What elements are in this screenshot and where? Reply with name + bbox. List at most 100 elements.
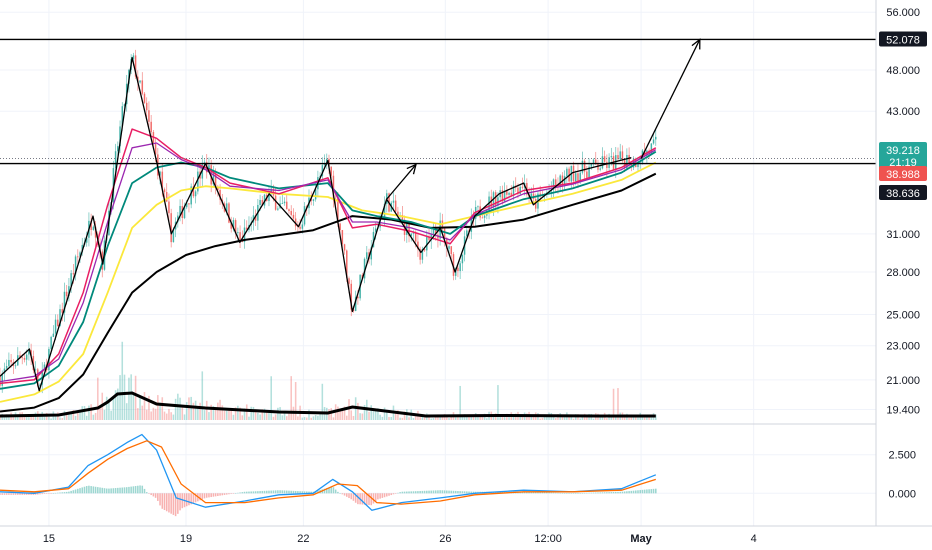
histogram-bar	[468, 491, 470, 494]
histogram-bar	[1, 493, 4, 495]
candle-body	[161, 171, 164, 190]
volume-bar	[25, 417, 28, 420]
candle-body	[414, 232, 417, 242]
volume-bar	[363, 404, 366, 420]
candle-body	[19, 355, 21, 358]
volume-bar	[183, 414, 186, 420]
ma-line-1	[0, 161, 657, 403]
candle-body	[412, 232, 415, 234]
volume-bar	[312, 416, 315, 420]
candle-body	[408, 223, 410, 237]
volume-bar	[192, 402, 195, 420]
volume-bar	[81, 406, 84, 420]
histogram-bar	[563, 493, 566, 494]
volume-bar	[108, 401, 110, 420]
candle-body	[466, 230, 468, 237]
candle-body	[419, 249, 421, 260]
time-tick-label-2: 22	[297, 533, 309, 545]
candle-body	[346, 250, 348, 279]
histogram-bar	[470, 491, 473, 494]
histogram-bar	[379, 493, 381, 499]
candle-body	[343, 244, 346, 251]
volume-bar	[110, 410, 112, 420]
histogram-bar	[474, 491, 477, 494]
histogram-bar	[406, 491, 408, 494]
histogram-bar	[366, 493, 368, 505]
histogram-bar	[557, 492, 559, 494]
candle-body	[461, 254, 464, 264]
volume-bar	[59, 417, 61, 420]
volume-bar	[203, 410, 206, 420]
histogram-bar	[534, 492, 537, 494]
histogram-bar	[430, 490, 433, 494]
candle-body	[10, 359, 12, 363]
histogram-bar	[634, 490, 637, 494]
candle-body	[159, 171, 161, 176]
volume-bar	[641, 417, 644, 420]
histogram-bar	[386, 493, 388, 497]
histogram-bar	[74, 489, 77, 494]
volume-bar	[352, 415, 355, 420]
histogram-bar	[145, 492, 148, 494]
histogram-bar	[108, 488, 110, 494]
candle-body	[277, 208, 279, 210]
volume-bar	[261, 409, 264, 420]
volume-bar	[470, 415, 473, 420]
volume-bar	[479, 415, 481, 420]
volume-bar	[646, 416, 648, 420]
histogram-bar	[134, 486, 137, 494]
candle-body	[428, 237, 430, 240]
volume-bar	[8, 415, 10, 420]
candle-body	[239, 232, 241, 240]
volume-bar	[632, 417, 635, 420]
volume-bar	[223, 410, 226, 420]
histogram-bar	[179, 493, 181, 511]
candle-body	[23, 357, 26, 360]
volume-bar	[232, 414, 235, 420]
volume-bar	[288, 412, 290, 420]
histogram-bar	[390, 493, 393, 496]
candle-body	[254, 215, 257, 221]
histogram-bar	[414, 491, 417, 494]
candle-body	[423, 248, 426, 251]
volume-bar	[350, 410, 353, 420]
histogram-bar	[646, 489, 648, 494]
candle-body	[37, 369, 39, 387]
candle-body	[63, 291, 66, 313]
candle-body	[586, 171, 588, 178]
candle-body	[132, 55, 135, 60]
volume-bar	[259, 414, 261, 420]
candle-body	[508, 192, 510, 195]
volume-bar	[201, 371, 204, 420]
histogram-bar	[0, 493, 1, 495]
volume-bar	[501, 415, 504, 420]
candle-body	[530, 193, 533, 198]
volume-bar	[281, 415, 284, 420]
candle-body	[214, 173, 217, 188]
volume-bar	[168, 408, 170, 420]
candle-body	[539, 193, 541, 196]
candle-body	[123, 104, 126, 107]
histogram-bar	[641, 489, 644, 494]
volume-bar	[237, 405, 239, 420]
histogram-bar	[614, 491, 617, 494]
histogram-bar	[8, 493, 10, 495]
volume-bar	[92, 414, 95, 420]
histogram-bar	[601, 492, 604, 494]
histogram-bar	[370, 493, 373, 506]
candle-body	[39, 384, 41, 387]
histogram-bar	[368, 493, 370, 506]
candle-body	[188, 203, 190, 205]
candle-body	[314, 189, 317, 200]
histogram-bar	[250, 491, 252, 494]
volume-bar	[270, 376, 272, 420]
histogram-bar	[341, 493, 344, 495]
volume-bar	[74, 415, 77, 420]
volume-bar	[143, 392, 146, 420]
histogram-bar	[23, 493, 26, 495]
candle-body	[394, 200, 397, 212]
histogram-bar	[632, 490, 635, 494]
volume-bar	[248, 416, 250, 420]
price-badge-0	[879, 31, 927, 47]
